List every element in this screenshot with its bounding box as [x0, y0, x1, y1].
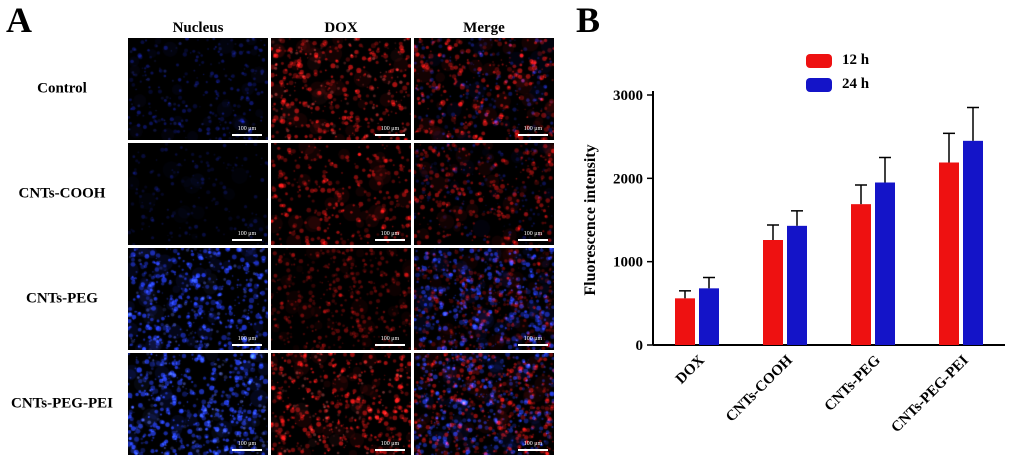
bar-12-h-cnts-peg-pei — [939, 162, 959, 345]
scale-bar: 100 μm — [375, 231, 405, 241]
scale-bar: 100 μm — [375, 336, 405, 346]
scale-bar-line — [375, 449, 405, 451]
scale-bar-label: 100 μm — [523, 126, 543, 132]
micrograph-control-dox: 100 μm — [271, 38, 411, 140]
column-header-nucleus: Nucleus — [172, 20, 224, 36]
y-axis-label: Fluorescence intensity — [582, 144, 599, 295]
scale-bar-label: 100 μm — [380, 336, 400, 342]
row-label-cnts-peg: CNTs-PEG — [26, 290, 98, 307]
scale-bar-label: 100 μm — [237, 231, 257, 237]
scale-bar-label: 100 μm — [523, 441, 543, 447]
bar-24-h-cnts-peg — [875, 182, 895, 345]
micrograph-cnts-cooh-nucleus: 100 μm — [128, 143, 268, 245]
micrograph-cnts-peg-pei-merge: 100 μm — [414, 353, 554, 455]
scale-bar-label: 100 μm — [237, 336, 257, 342]
scale-bar-line — [518, 449, 548, 451]
y-tick-label-1000: 1000 — [613, 255, 643, 271]
legend-label-24h: 24 h — [842, 76, 870, 92]
legend-item-12h: 12 h — [806, 52, 869, 69]
x-tick-label-dox: DOX — [673, 352, 708, 387]
column-header-dox: DOX — [324, 20, 358, 36]
scale-bar-label: 100 μm — [237, 126, 257, 132]
y-tick-label-2000: 2000 — [613, 171, 643, 187]
scale-bar: 100 μm — [232, 336, 262, 346]
micrograph-image — [414, 353, 554, 455]
x-tick-label-cnts-cooh: CNTs-COOH — [723, 352, 796, 425]
scale-bar-label: 100 μm — [380, 231, 400, 237]
micrograph-image — [128, 143, 268, 245]
micrograph-image — [128, 353, 268, 455]
scale-bar-line — [518, 344, 548, 346]
micrograph-image — [414, 143, 554, 245]
y-tick-label-0: 0 — [636, 338, 644, 354]
scale-bar-label: 100 μm — [237, 441, 257, 447]
scale-bar: 100 μm — [518, 126, 548, 136]
x-tick-label-cnts-peg-pei: CNTs-PEG-PEI — [888, 352, 972, 436]
micrograph-cnts-cooh-merge: 100 μm — [414, 143, 554, 245]
bar-chart: 0 1000 2000 3000 Fluorescence intensity DOX CN… — [582, 88, 1005, 436]
micrograph-image — [414, 248, 554, 350]
micrograph-image — [128, 38, 268, 140]
scale-bar-line — [232, 449, 262, 451]
micrograph-image — [414, 38, 554, 140]
row-label-control: Control — [37, 80, 87, 97]
panel-a-label: A — [6, 0, 32, 40]
micrograph-cnts-peg-pei-dox: 100 μm — [271, 353, 411, 455]
scale-bar-line — [375, 134, 405, 136]
micrograph-cnts-peg-dox: 100 μm — [271, 248, 411, 350]
scale-bar-label: 100 μm — [380, 126, 400, 132]
scale-bar-line — [375, 344, 405, 346]
scale-bar-label: 100 μm — [380, 441, 400, 447]
scale-bar-line — [518, 239, 548, 241]
scale-bar: 100 μm — [375, 441, 405, 451]
y-tick-label-3000: 3000 — [613, 88, 643, 104]
micrograph-image — [271, 248, 411, 350]
scale-bar: 100 μm — [232, 231, 262, 241]
micrograph-cnts-peg-pei-nucleus: 100 μm — [128, 353, 268, 455]
bar-24-h-cnts-cooh — [787, 225, 807, 345]
micrograph-image — [271, 353, 411, 455]
scale-bar-line — [518, 134, 548, 136]
chart-legend: 12 h 24 h — [806, 52, 869, 100]
row-label-cnts-cooh: CNTs-COOH — [18, 185, 106, 202]
micrograph-image — [271, 143, 411, 245]
legend-swatch-24h — [806, 77, 832, 92]
scale-bar-line — [232, 344, 262, 346]
legend-swatch-12h — [806, 53, 832, 68]
micrograph-cnts-peg-merge: 100 μm — [414, 248, 554, 350]
micrograph-grid: 100 μm 100 μm 100 μm 100 μm 100 μm 100 μm 100 … — [128, 38, 554, 455]
bar-12-h-cnts-peg — [851, 204, 871, 345]
scale-bar: 100 μm — [518, 336, 548, 346]
bar-12-h-dox — [675, 298, 695, 345]
micrograph-image — [271, 38, 411, 140]
legend-label-12h: 12 h — [842, 52, 870, 68]
bar-24-h-dox — [699, 288, 719, 345]
x-tick-label-cnts-peg: CNTs-PEG — [822, 352, 884, 414]
scale-bar-label: 100 μm — [523, 336, 543, 342]
micrograph-control-nucleus: 100 μm — [128, 38, 268, 140]
bar-12-h-cnts-cooh — [763, 240, 783, 345]
micrograph-image — [128, 248, 268, 350]
scale-bar-line — [232, 239, 262, 241]
micrograph-cnts-peg-nucleus: 100 μm — [128, 248, 268, 350]
row-label-cnts-peg-pei: CNTs-PEG-PEI — [11, 395, 113, 412]
scale-bar: 100 μm — [375, 126, 405, 136]
panel-b-label: B — [576, 0, 601, 40]
scale-bar-line — [375, 239, 405, 241]
column-header-merge: Merge — [463, 20, 505, 36]
legend-item-24h: 24 h — [806, 76, 869, 93]
micrograph-cnts-cooh-dox: 100 μm — [271, 143, 411, 245]
scale-bar-label: 100 μm — [523, 231, 543, 237]
scale-bar: 100 μm — [518, 441, 548, 451]
micrograph-control-merge: 100 μm — [414, 38, 554, 140]
bar-24-h-cnts-peg-pei — [963, 140, 983, 345]
scale-bar: 100 μm — [518, 231, 548, 241]
scale-bar: 100 μm — [232, 126, 262, 136]
scale-bar: 100 μm — [232, 441, 262, 451]
scale-bar-line — [232, 134, 262, 136]
